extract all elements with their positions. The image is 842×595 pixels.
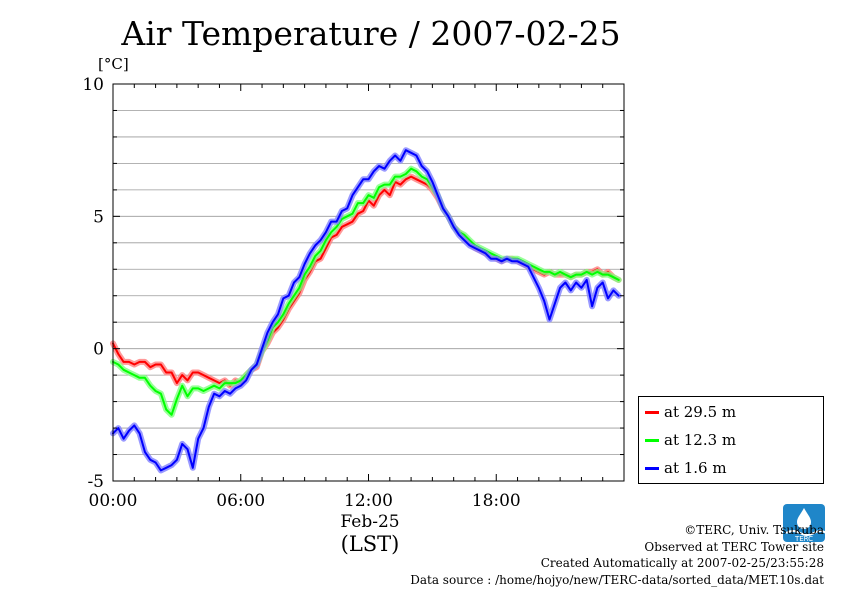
legend-label: at 1.6 m xyxy=(664,459,727,477)
legend-swatch-red xyxy=(645,410,659,414)
y-axis-unit-label: [°C] xyxy=(98,55,129,73)
legend-swatch-blue xyxy=(645,466,659,470)
source-text: Data source : /home/hojyo/new/TERC-data/… xyxy=(410,572,824,587)
terc-logo-icon: TERC xyxy=(783,504,826,543)
y-tick-label: 10 xyxy=(82,75,104,95)
copyright-text: ©TERC, Univ. Tsukuba xyxy=(684,523,824,537)
y-tick-label: -5 xyxy=(87,472,104,492)
series-line xyxy=(112,149,620,472)
chart-title: Air Temperature / 2007-02-25 xyxy=(121,14,621,53)
credits-block: ©TERC, Univ. Tsukuba Observed at TERC To… xyxy=(410,522,824,588)
legend-item-12-3m: at 12.3 m xyxy=(645,431,736,449)
x-tick-label: 12:00 xyxy=(344,491,393,511)
legend-item-1-6m: at 1.6 m xyxy=(645,459,727,477)
legend: at 29.5 m at 12.3 m at 1.6 m xyxy=(638,396,824,484)
x-axis-timezone-label: (LST) xyxy=(340,532,400,556)
legend-label: at 29.5 m xyxy=(664,403,737,421)
site-text: Observed at TERC Tower site xyxy=(644,539,824,554)
series-line xyxy=(112,167,620,416)
series-lines xyxy=(110,147,622,474)
logo-text: TERC xyxy=(794,535,813,543)
x-axis-date-label: Feb-25 xyxy=(340,512,400,532)
created-text: Created Automatically at 2007-02-25/23:5… xyxy=(540,556,824,570)
grid-lines xyxy=(113,110,624,455)
y-tick-label: 0 xyxy=(93,340,104,360)
axis-ticks: 10 5 0 -500:00 06:00 12:00 18:00 xyxy=(82,75,625,511)
x-tick-label: 06:00 xyxy=(216,491,265,511)
legend-label: at 12.3 m xyxy=(664,431,737,449)
legend-swatch-green xyxy=(645,438,659,442)
series-line xyxy=(112,175,620,387)
plot-frame xyxy=(112,83,625,482)
x-tick-label: 18:00 xyxy=(472,491,521,511)
y-tick-label: 5 xyxy=(93,207,104,227)
x-tick-label: 00:00 xyxy=(89,491,138,511)
legend-item-29-5m: at 29.5 m xyxy=(645,403,736,421)
